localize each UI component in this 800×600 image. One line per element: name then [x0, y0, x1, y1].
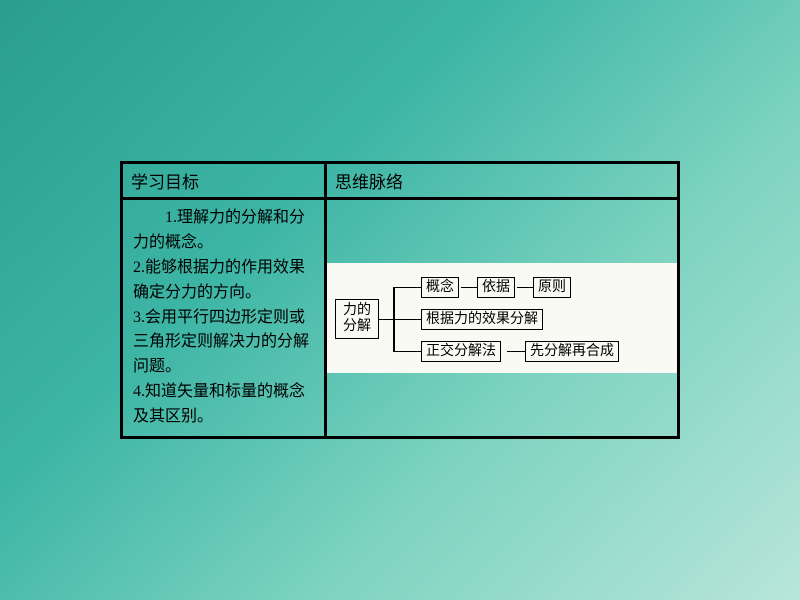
root-node: 力的 分解 [335, 299, 379, 339]
goals-cell: 1.理解力的分解和分力的概念。 2.能够根据力的作用效果确定分力的方向。 3.会… [123, 200, 327, 435]
body-row: 1.理解力的分解和分力的概念。 2.能够根据力的作用效果确定分力的方向。 3.会… [123, 200, 677, 435]
goal-2-num: 2 [133, 259, 141, 276]
root-line2: 分解 [343, 319, 371, 335]
conn-to-row1 [393, 287, 421, 289]
conn-root-stem [379, 319, 393, 321]
conn-r1-bc [517, 287, 533, 289]
conn-r3-ab [507, 351, 525, 353]
conn-r1-ab [461, 287, 477, 289]
goal-2-text: .能够根据力的作用效果确定分力的方向。 [133, 259, 305, 301]
node-orthogonal: 正交分解法 [421, 341, 501, 363]
main-table: 学习目标 思维脉络 1.理解力的分解和分力的概念。 2.能够根据力的作用效果确定… [120, 161, 680, 438]
header-left: 学习目标 [123, 164, 327, 200]
goal-1-num: 1 [165, 209, 173, 226]
node-decompose-compose: 先分解再合成 [525, 341, 619, 363]
header-right: 思维脉络 [327, 164, 677, 200]
node-basis: 依据 [477, 277, 515, 299]
node-principle: 原则 [533, 277, 571, 299]
diagram-bg: 力的 分解 概念 依据 原则 根据力的效果分解 正交分解法 先分解再合成 [327, 263, 677, 373]
conn-to-row3 [393, 351, 421, 353]
goal-4-num: 4 [133, 383, 141, 400]
conn-to-row2 [393, 319, 421, 321]
diagram-cell: 力的 分解 概念 依据 原则 根据力的效果分解 正交分解法 先分解再合成 [327, 200, 677, 435]
goal-3-text: .会用平行四边形定则或三角形定则解决力的分解问题。 [133, 309, 309, 376]
root-line1: 力的 [343, 303, 371, 319]
header-row: 学习目标 思维脉络 [123, 164, 677, 200]
node-effect: 根据力的效果分解 [421, 309, 543, 331]
node-concept: 概念 [421, 277, 459, 299]
goal-3-num: 3 [133, 309, 141, 326]
goal-1-text: .理解力的分解和分力的概念。 [133, 209, 305, 251]
goal-4-text: .知道矢量和标量的概念及其区别。 [133, 383, 305, 425]
